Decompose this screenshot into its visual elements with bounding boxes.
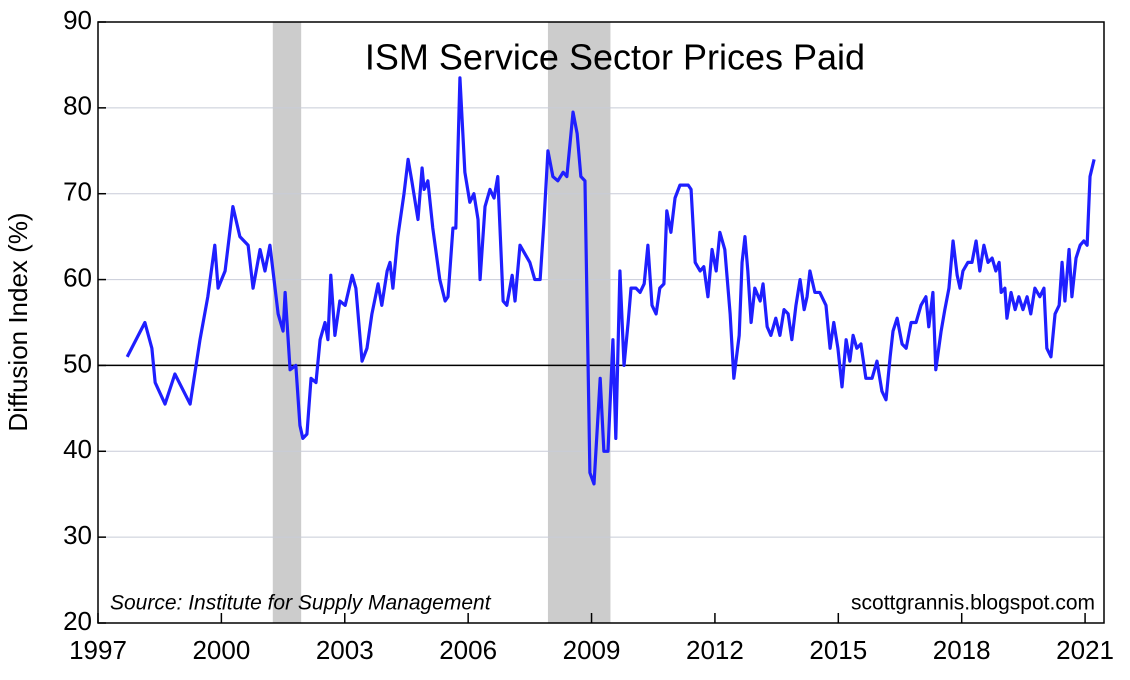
x-tick-label: 2000: [192, 635, 250, 665]
source-note: Source: Institute for Supply Management: [110, 592, 492, 615]
y-tick-label: 80: [63, 91, 92, 121]
y-tick-label: 20: [63, 606, 92, 636]
x-tick-label: 1997: [69, 635, 127, 665]
chart-title: ISM Service Sector Prices Paid: [365, 37, 865, 78]
credit-note: scottgrannis.blogspot.com: [851, 592, 1095, 615]
y-axis-label: Diffusion Index (%): [3, 212, 33, 431]
x-tick-label: 2009: [563, 635, 621, 665]
x-tick-label: 2003: [316, 635, 374, 665]
x-tick-label: 2021: [1056, 635, 1114, 665]
recession-band: [547, 22, 611, 623]
x-tick-label: 2018: [933, 635, 991, 665]
x-tick-label: 2015: [809, 635, 867, 665]
x-tick-label: 2012: [686, 635, 744, 665]
y-tick-label: 30: [63, 520, 92, 550]
data-line: [125, 76, 1096, 486]
plot: [98, 76, 1104, 486]
y-tick-label: 40: [63, 434, 92, 464]
x-tick-label: 2006: [439, 635, 497, 665]
y-tick-label: 90: [63, 5, 92, 35]
plot-frame: [97, 21, 1105, 624]
y-tick-label: 70: [63, 177, 92, 207]
y-tick-label: 60: [63, 262, 92, 292]
y-tick-label: 50: [63, 348, 92, 378]
